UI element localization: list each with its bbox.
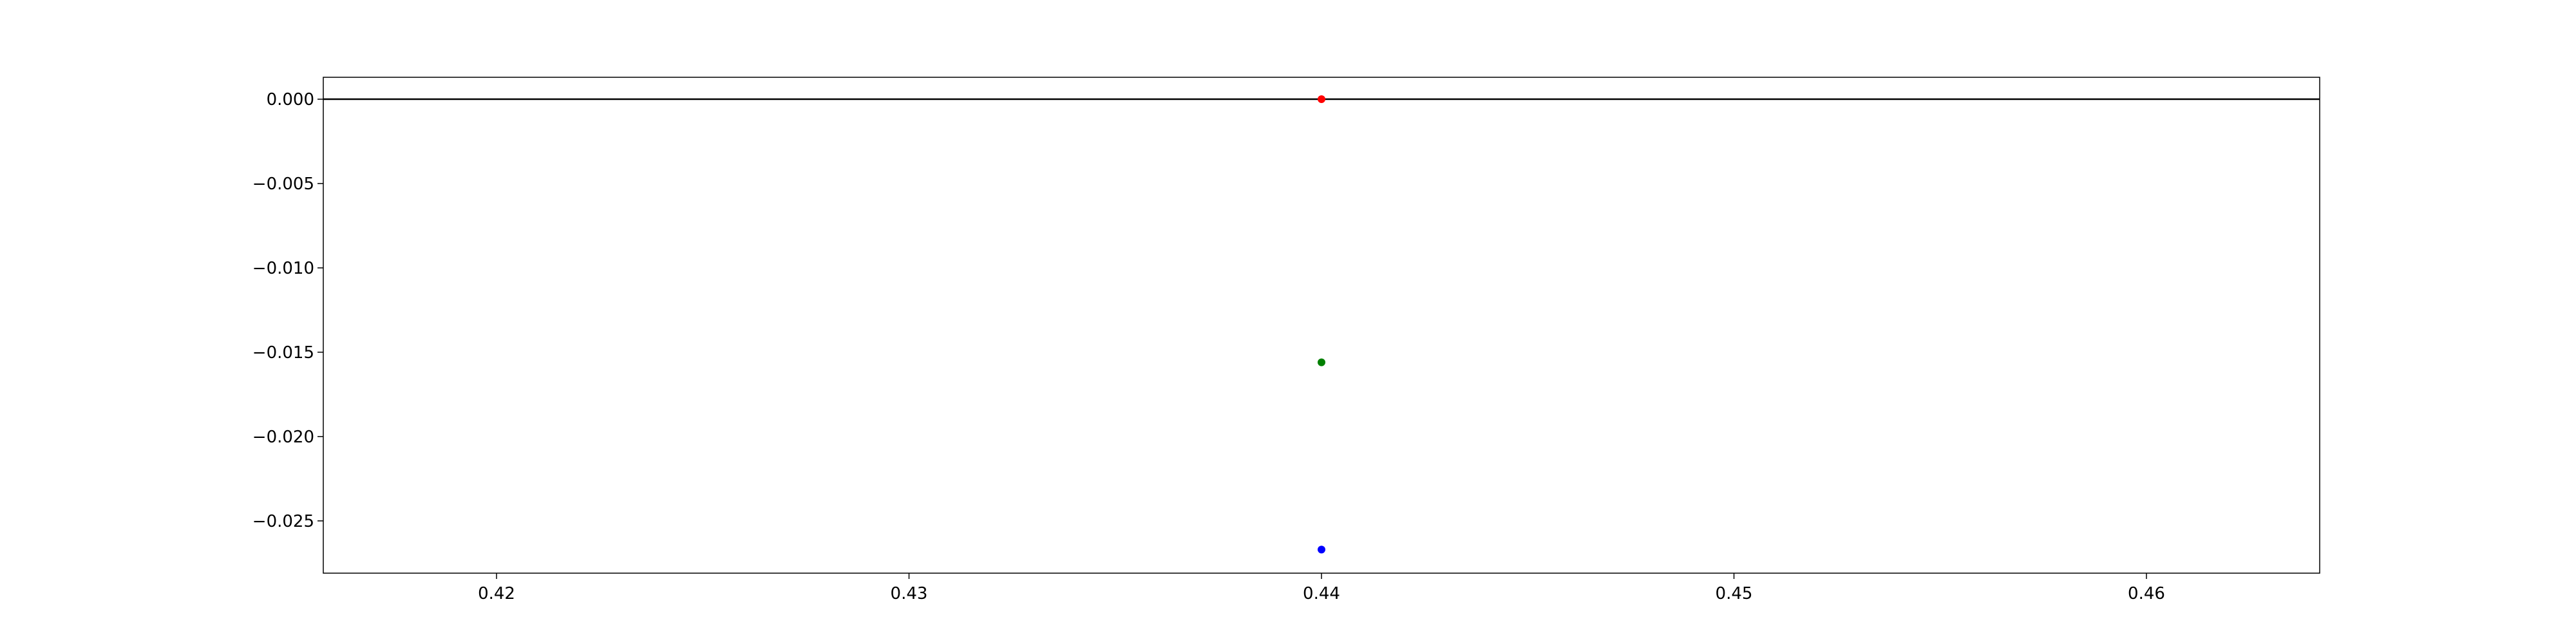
plot-frame — [323, 77, 2320, 574]
y-tick-label: −0.015 — [252, 343, 314, 363]
x-tick-label: 0.45 — [1716, 584, 1753, 603]
x-tick-label: 0.43 — [891, 584, 928, 603]
y-tick-label: −0.025 — [252, 512, 314, 531]
y-tick-label: −0.005 — [252, 175, 314, 194]
x-tick-label: 0.44 — [1303, 584, 1340, 603]
x-tick-label: 0.42 — [478, 584, 515, 603]
y-tick-label: 0.000 — [267, 90, 314, 109]
chart-layer: 0.42 0.43 0.44 0.45 0.46 0.000 −0.005 −0.010 −0.… — [252, 77, 2320, 603]
data-point — [1318, 95, 1325, 104]
data-point — [1318, 545, 1325, 554]
y-tick-label: −0.020 — [252, 428, 314, 447]
x-tick-label: 0.46 — [2128, 584, 2165, 603]
y-tick-label: −0.010 — [252, 259, 314, 278]
data-point — [1318, 358, 1325, 366]
